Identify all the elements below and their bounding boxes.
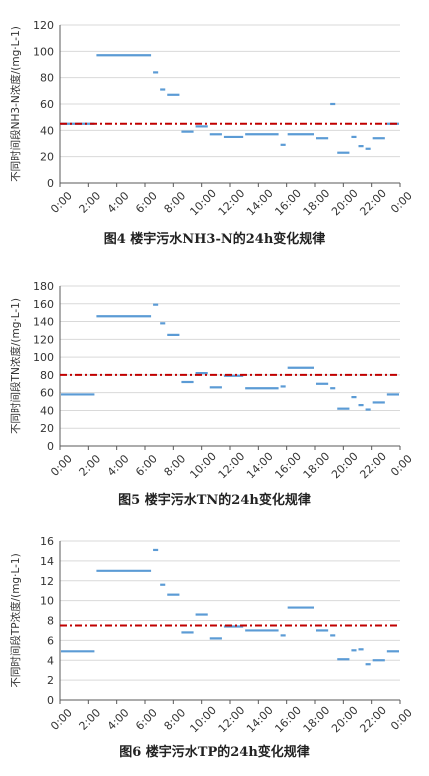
- chart-nh3n-caption: 图4 楼宇污水NH3-N的24h变化规律: [103, 232, 326, 247]
- x-tick-label: 14:00: [244, 187, 276, 219]
- x-tick-label: 8:00: [162, 452, 189, 479]
- x-tick-label: 20:00: [329, 704, 361, 736]
- y-tick-label: 0: [47, 177, 54, 190]
- y-tick-label: 100: [33, 45, 54, 58]
- y-tick-label: 14: [40, 555, 54, 568]
- y-tick-label: 120: [33, 19, 54, 32]
- x-tick-label: 16:00: [272, 450, 304, 482]
- y-tick-label: 80: [40, 72, 54, 85]
- x-tick-label: 12:00: [216, 450, 248, 482]
- y-tick-label: 12: [40, 575, 54, 588]
- x-tick-label: 6:00: [133, 452, 160, 479]
- x-tick-label: 4:00: [105, 452, 132, 479]
- x-tick-label: 14:00: [244, 704, 276, 736]
- y-axis-label: 不同时间段TP浓度/(mg·L-1): [9, 553, 22, 687]
- x-tick-label: 20:00: [329, 187, 361, 219]
- chart-tn: 0 20 40 60 80 100 120 140 160 180 0:00 2:00 4:00 6:00…: [0, 270, 429, 525]
- x-tick-label: 0:00: [48, 452, 75, 479]
- x-tick-label: 0:00: [48, 706, 75, 733]
- x-tick-label: 4:00: [105, 706, 132, 733]
- x-tick-label: 16:00: [272, 187, 304, 219]
- y-tick-label: 16: [40, 535, 54, 548]
- y-tick-label: 100: [33, 351, 54, 364]
- x-tick-label: 10:00: [187, 704, 219, 736]
- y-tick-label: 160: [33, 298, 54, 311]
- x-tick-label: 6:00: [133, 706, 160, 733]
- x-tick-label: 6:00: [133, 189, 160, 216]
- x-tick-label: 2:00: [77, 706, 104, 733]
- y-tick-label: 6: [47, 634, 54, 647]
- y-tick-label: 2: [47, 674, 54, 687]
- x-tick-label: 18:00: [301, 704, 333, 736]
- x-tick-label: 4:00: [105, 189, 132, 216]
- x-tick-label: 8:00: [162, 706, 189, 733]
- x-tick-label: 0:00: [388, 189, 415, 216]
- x-tick-label: 12:00: [216, 704, 248, 736]
- y-tick-label: 40: [40, 124, 54, 137]
- chart-tp: 0 2 4 6 8 10 12 14 16 0:00 2:00 4:00 6:00 8:00 10:00 12…: [0, 525, 429, 776]
- y-tick-label: 4: [47, 654, 54, 667]
- y-tick-label: 20: [40, 422, 54, 435]
- x-tick-label: 16:00: [272, 704, 304, 736]
- y-axis-label: 不同时间段NH3-N浓度/(mg·L-1): [9, 26, 22, 182]
- x-tick-label: 0:00: [388, 452, 415, 479]
- y-tick-label: 8: [47, 615, 54, 628]
- x-tick-label: 0:00: [48, 189, 75, 216]
- x-tick-label: 10:00: [187, 450, 219, 482]
- y-tick-label: 40: [40, 404, 54, 417]
- x-tick-label: 18:00: [301, 450, 333, 482]
- chart-nh3n: 0 20 40 60 80 100 120 0:00 2:00 4:00 6:00 8:00 10:00…: [0, 0, 429, 250]
- y-tick-label: 0: [47, 440, 54, 453]
- y-tick-label: 80: [40, 369, 54, 382]
- y-tick-label: 60: [40, 387, 54, 400]
- y-tick-label: 120: [33, 333, 54, 346]
- x-tick-label: 22:00: [357, 187, 389, 219]
- x-tick-label: 10:00: [187, 187, 219, 219]
- x-tick-label: 22:00: [357, 450, 389, 482]
- chart-tn-caption: 图5 楼宇污水TN的24h变化规律: [118, 493, 311, 508]
- y-tick-label: 0: [47, 694, 54, 707]
- x-tick-label: 20:00: [329, 450, 361, 482]
- x-tick-label: 22:00: [357, 704, 389, 736]
- y-tick-label: 140: [33, 316, 54, 329]
- x-tick-label: 18:00: [301, 187, 333, 219]
- y-tick-label: 10: [40, 595, 54, 608]
- x-tick-label: 2:00: [77, 189, 104, 216]
- y-tick-label: 20: [40, 151, 54, 164]
- y-tick-label: 180: [33, 280, 54, 293]
- x-tick-label: 8:00: [162, 189, 189, 216]
- y-axis-label: 不同时间段TN浓度/(mg·L-1): [9, 298, 22, 434]
- x-tick-label: 12:00: [216, 187, 248, 219]
- x-tick-label: 14:00: [244, 450, 276, 482]
- chart-tp-caption: 图6 楼宇污水TP的24h变化规律: [119, 745, 310, 760]
- y-tick-label: 60: [40, 98, 54, 111]
- x-tick-label: 0:00: [388, 706, 415, 733]
- x-tick-label: 2:00: [77, 452, 104, 479]
